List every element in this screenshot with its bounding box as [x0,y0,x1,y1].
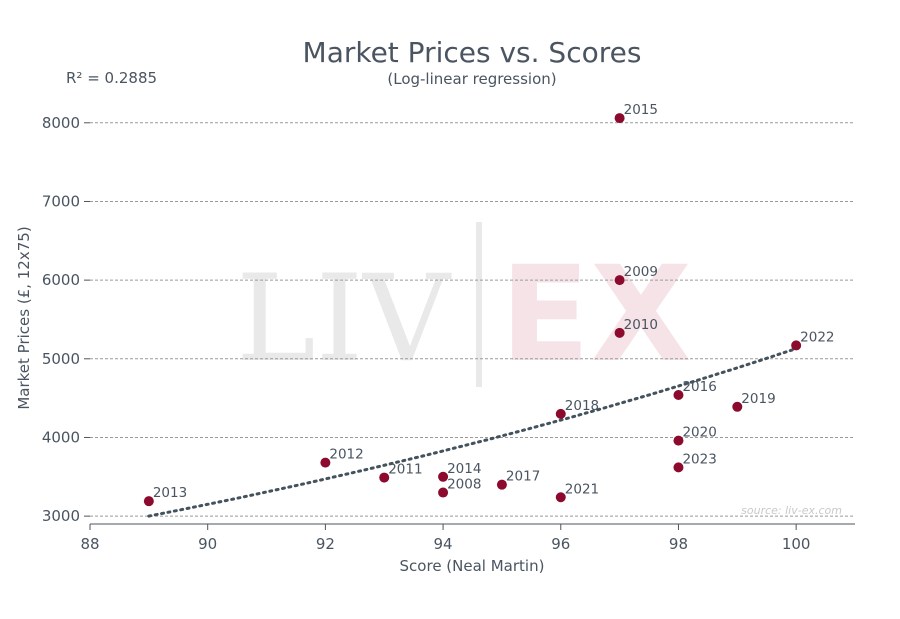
tick-label-y: 5000 [42,350,80,368]
watermark: LIV EX [236,222,692,392]
data-point [791,340,802,351]
point-label: 2013 [153,485,187,501]
watermark-ex: EX [500,238,692,392]
data-point [673,435,684,446]
tick-label-y: 7000 [42,192,80,210]
source-label: source: liv-ex.com [741,504,842,517]
point-label: 2016 [682,379,716,395]
chart-title: Market Prices vs. Scores [303,36,642,69]
tick-label-x: 88 [80,535,99,553]
data-point [496,479,507,490]
tick-label-x: 90 [198,535,217,553]
points: 2008 2009 2010 2011 2012 2013 2014 2015 2016 2017… [143,102,835,507]
point-label: 2023 [682,451,716,467]
data-point [673,462,684,473]
chart-subtitle: (Log-linear regression) [387,70,556,88]
point-label: 2020 [682,425,716,441]
data-point [438,487,449,498]
tick-label-y: 4000 [42,428,80,446]
tick-label-x: 96 [551,535,570,553]
point-label: 2011 [388,462,422,478]
point-label: 2010 [624,317,658,333]
tick-label-x: 92 [316,535,335,553]
y-axis-label: Market Prices (£, 12x75) [15,226,33,409]
r-squared-label: R² = 0.2885 [66,69,157,87]
data-point [143,496,154,507]
tick-label-y: 3000 [42,507,80,525]
data-point [555,492,566,503]
data-point [614,327,625,338]
point-label: 2019 [741,391,775,407]
watermark-divider [476,222,482,387]
data-point [732,401,743,412]
tick-label-y: 8000 [42,114,80,132]
point-label: 2009 [624,264,658,280]
point-label: 2014 [447,461,481,477]
point-label: 2015 [624,102,658,118]
watermark-liv: LIV [236,250,452,389]
point-label: 2022 [800,329,834,345]
data-point [555,408,566,419]
data-point [614,113,625,124]
point-label: 2021 [565,481,599,497]
tick-label-y: 6000 [42,271,80,289]
x-axis-label: Score (Neal Martin) [400,557,545,575]
tick-label-x: 94 [434,535,453,553]
data-point [614,275,625,286]
trendline [147,347,798,518]
tick-label-x: 98 [669,535,688,553]
data-point [673,389,684,400]
data-point [438,471,449,482]
axes: 3000 4000 5000 6000 7000 8000 88 90 92 94 96 98 100 [42,114,855,553]
data-point [379,472,390,483]
point-label: 2012 [329,447,363,463]
data-point [320,457,331,468]
tick-label-x: 100 [782,535,811,553]
point-label: 2017 [506,469,540,485]
point-label: 2018 [565,398,599,414]
grid [90,122,855,517]
point-label: 2008 [447,477,481,493]
